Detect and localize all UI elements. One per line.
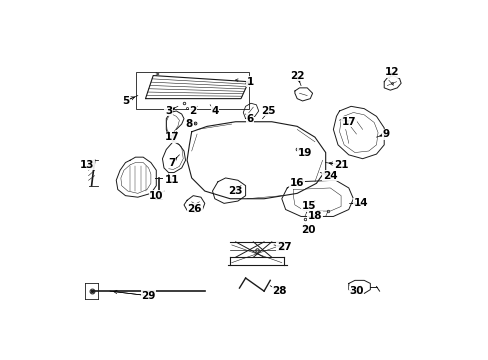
Text: 8: 8: [185, 119, 193, 129]
Text: 17: 17: [164, 132, 179, 142]
Text: 25: 25: [261, 106, 275, 116]
Text: 20: 20: [301, 225, 315, 235]
Text: 17: 17: [341, 117, 355, 127]
Text: 30: 30: [348, 286, 363, 296]
Text: 13: 13: [80, 160, 94, 170]
Text: 5: 5: [122, 96, 129, 106]
Text: 12: 12: [384, 67, 398, 77]
Text: 6: 6: [246, 114, 253, 123]
Text: 16: 16: [289, 178, 304, 188]
Text: 27: 27: [276, 242, 291, 252]
Text: 29: 29: [141, 291, 156, 301]
Text: 1: 1: [246, 77, 253, 87]
Text: 19: 19: [297, 148, 311, 158]
Text: 28: 28: [272, 286, 286, 296]
Text: 24: 24: [323, 171, 337, 181]
Text: 21: 21: [333, 160, 347, 170]
Bar: [136, 72, 248, 109]
Text: 14: 14: [353, 198, 367, 208]
Text: 18: 18: [307, 211, 322, 221]
Text: 23: 23: [228, 186, 243, 196]
Text: 15: 15: [301, 202, 315, 211]
Text: 10: 10: [149, 191, 163, 201]
Text: 4: 4: [211, 106, 218, 116]
Text: 22: 22: [289, 71, 304, 81]
Text: 3: 3: [164, 106, 172, 116]
Text: 26: 26: [187, 204, 202, 214]
Text: 9: 9: [382, 129, 388, 139]
Text: 2: 2: [189, 106, 197, 116]
Text: 11: 11: [164, 175, 179, 185]
Text: 7: 7: [168, 158, 175, 167]
